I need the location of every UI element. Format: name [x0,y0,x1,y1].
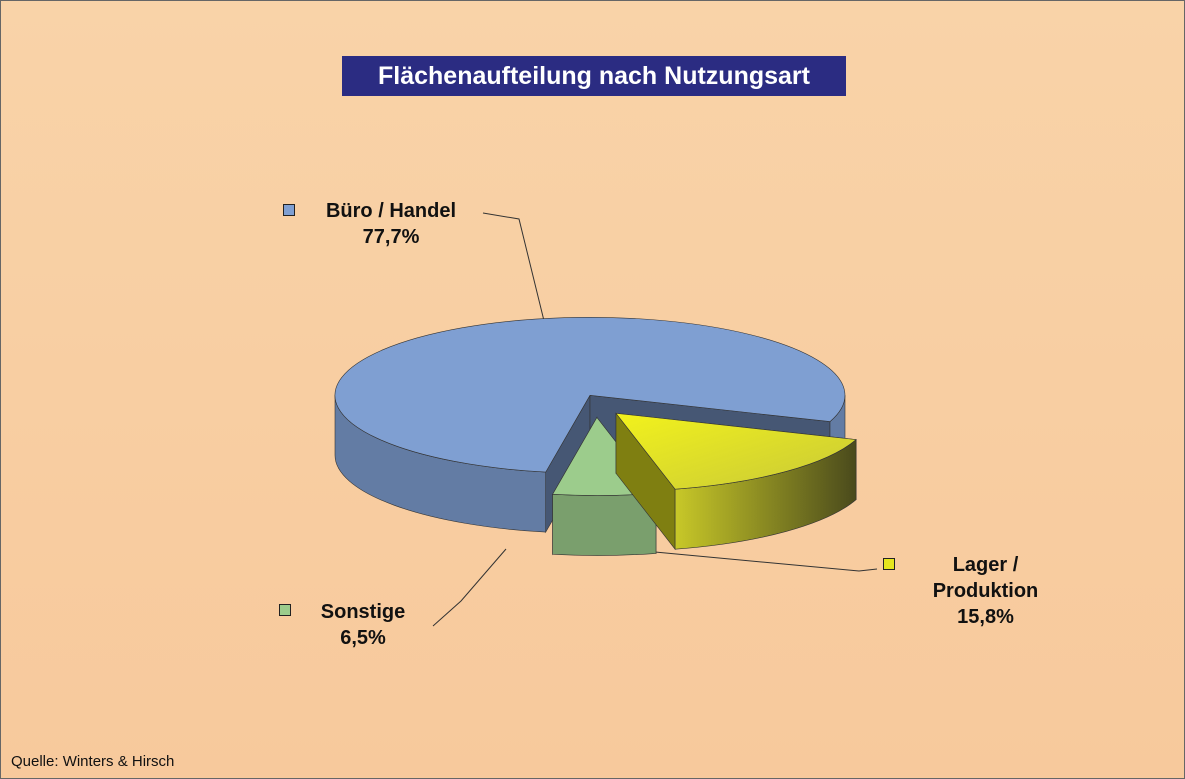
slice-top [615,412,857,490]
data-label: Sonstige 6,5% [293,599,433,651]
leader-line [482,212,548,334]
legend-swatch [283,204,295,216]
value-label: 77,7% [362,226,420,248]
data-label: Büro / Handel 77,7% [291,198,491,250]
legend-swatch [883,558,895,570]
source: Quelle: Winters & Hirsch [11,753,175,770]
value-label: 15,8% [957,606,1014,628]
category-label: Lager / Produktion [932,554,1039,602]
value-label: 6,5% [340,627,386,649]
category-label: Büro / Handel [325,200,456,222]
legend-swatch [279,604,291,616]
slice-top [334,316,846,473]
leader-line [432,548,507,627]
leader-line [600,546,878,572]
leader-lines [432,212,878,627]
data-label: Lager / Produktion 15,8% [913,552,1058,630]
chart-title: Flächenaufteilung nach Nutzungsart [342,56,846,96]
category-label: Sonstige [320,601,406,623]
